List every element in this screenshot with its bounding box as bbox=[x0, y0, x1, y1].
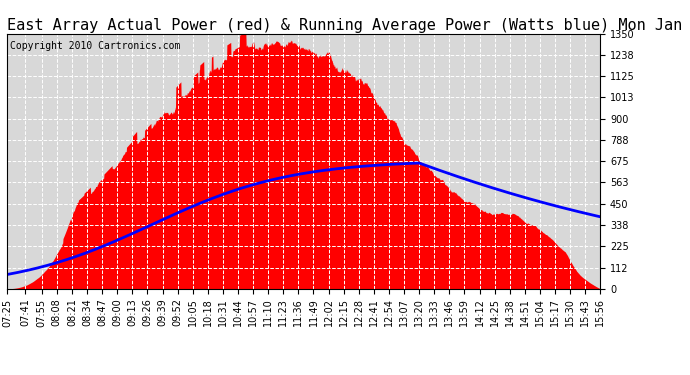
Text: East Array Actual Power (red) & Running Average Power (Watts blue) Mon Jan 4 16:: East Array Actual Power (red) & Running … bbox=[7, 18, 690, 33]
Text: Copyright 2010 Cartronics.com: Copyright 2010 Cartronics.com bbox=[10, 41, 180, 51]
